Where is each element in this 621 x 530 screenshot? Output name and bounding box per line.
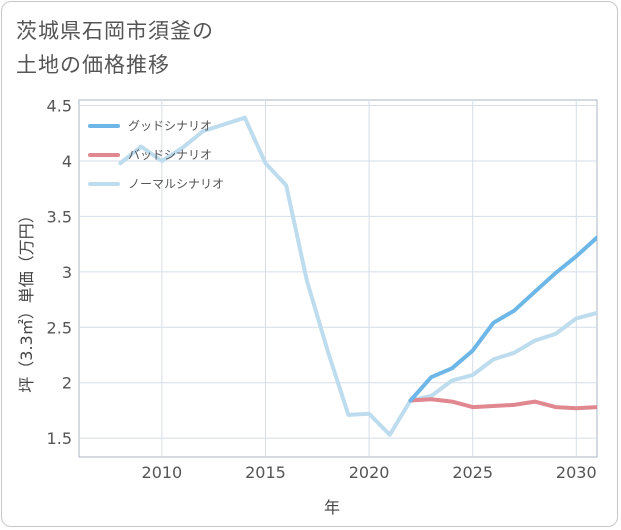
y-tick-label: 4.5 bbox=[47, 97, 72, 116]
legend-label-normal: ノーマルシナリオ bbox=[128, 177, 224, 191]
x-tick-label: 2020 bbox=[349, 463, 390, 482]
x-tick-label: 2030 bbox=[556, 463, 597, 482]
x-tick-label: 2015 bbox=[245, 463, 286, 482]
y-axis-title: 坪（3.3㎡）単価（万円） bbox=[17, 207, 36, 392]
y-tick-label: 4 bbox=[62, 152, 72, 171]
y-tick-label: 3.5 bbox=[47, 207, 72, 226]
good-scenario-line bbox=[408, 235, 597, 403]
legend-label-good: グッドシナリオ bbox=[128, 119, 212, 133]
legend-label-bad: バッドシナリオ bbox=[128, 148, 212, 162]
chart-title-line-2: 土地の価格推移 bbox=[16, 53, 170, 77]
chart-title: 茨城県石岡市須釜の 土地の価格推移 bbox=[16, 14, 214, 82]
tick-labels: 2010 2015 2020 2025 2030 1.5 2 2.5 3 3.5 4 4.5 bbox=[47, 97, 597, 482]
x-tick-label: 2010 bbox=[142, 463, 183, 482]
normal-scenario-line bbox=[118, 115, 597, 437]
y-tick-label: 2 bbox=[62, 374, 72, 393]
y-tick-label: 1.5 bbox=[47, 429, 72, 448]
x-tick-label: 2025 bbox=[452, 463, 493, 482]
series-layer bbox=[118, 115, 597, 437]
bad-scenario-line bbox=[408, 397, 597, 411]
y-tick-label: 3 bbox=[62, 263, 72, 282]
chart-title-line-1: 茨城県石岡市須釜の bbox=[16, 19, 214, 43]
grid-lines bbox=[79, 100, 597, 457]
legend: グッドシナリオ バッドシナリオ ノーマルシナリオ bbox=[88, 119, 224, 191]
x-axis-title: 年 bbox=[324, 498, 340, 517]
y-tick-label: 2.5 bbox=[47, 318, 72, 337]
